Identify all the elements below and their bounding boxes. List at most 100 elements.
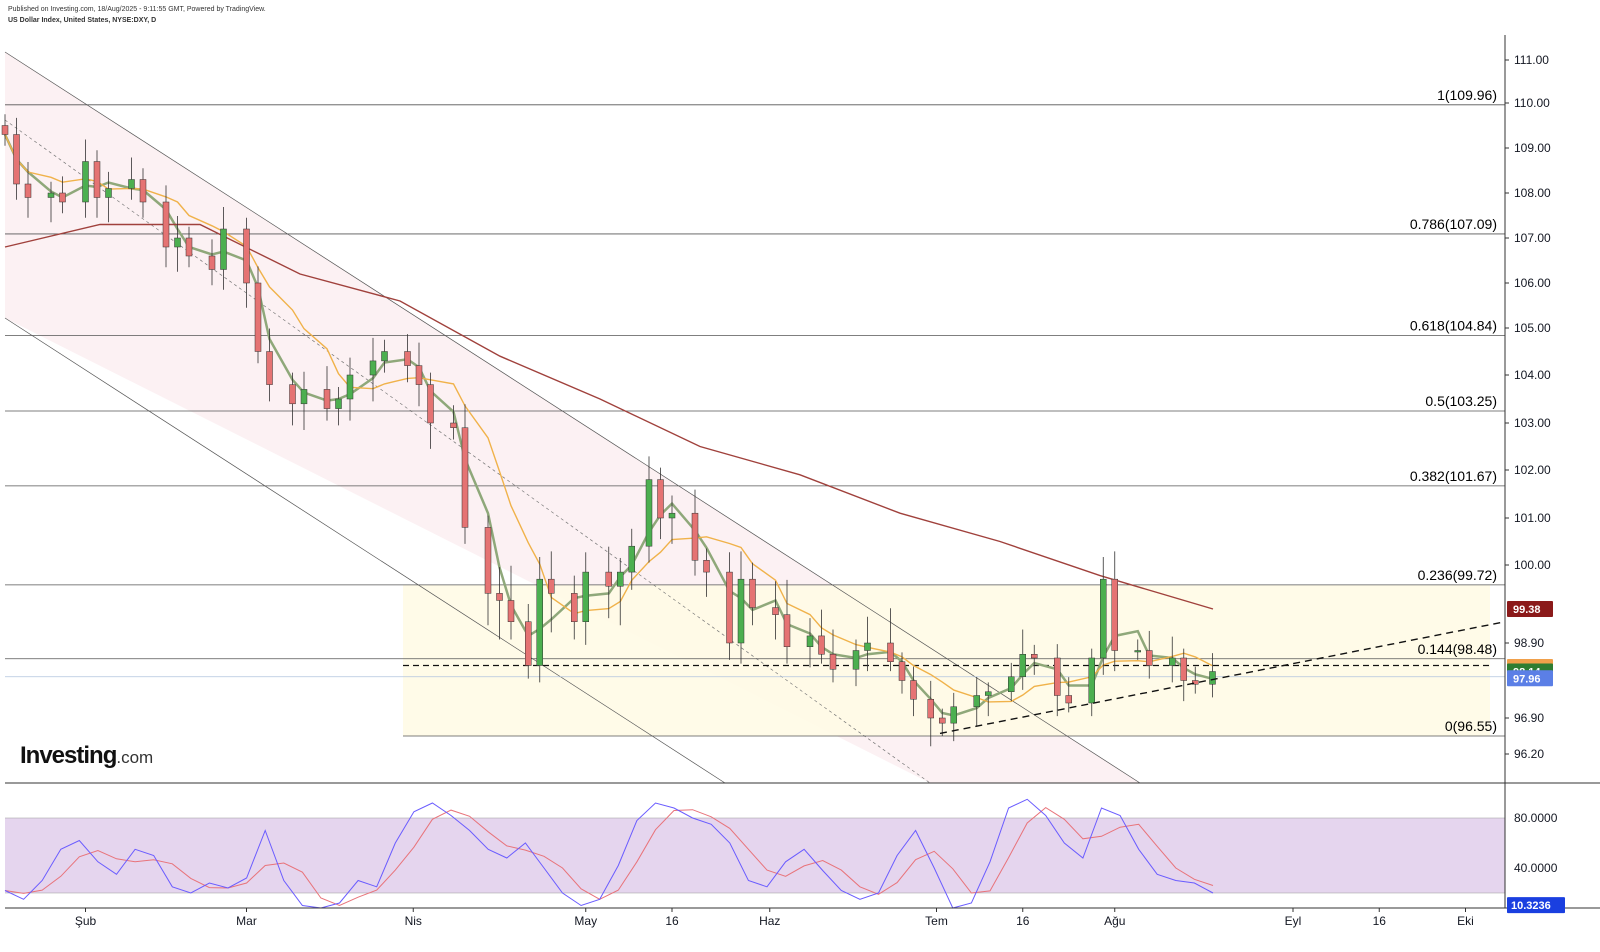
price-tick-label: 110.00 [1514, 96, 1550, 110]
price-tick-label: 103.00 [1514, 416, 1551, 430]
candle [496, 593, 503, 601]
channel-lower-line [4, 317, 726, 784]
channel-mid-line [4, 119, 931, 784]
time-tick-label: 16 [1373, 914, 1387, 928]
price-tick-label: 96.90 [1514, 711, 1544, 725]
candle [985, 691, 992, 696]
candle [450, 422, 457, 428]
candle [335, 398, 342, 409]
candle [806, 635, 814, 648]
candle [1111, 578, 1118, 651]
candle [174, 237, 181, 248]
price-tick-label: 98.90 [1514, 636, 1544, 650]
price-axis: 111.00 110.00 109.00 108.00 107.00 106.00 105.… [5, 35, 1600, 908]
candle [82, 161, 89, 203]
candle [1008, 676, 1015, 692]
candle [605, 571, 612, 587]
stochastic-panel: 80.0000 40.0000 [4, 798, 1600, 909]
candle [1192, 680, 1199, 685]
candle [266, 351, 273, 385]
candle [243, 228, 250, 284]
candle [484, 527, 492, 594]
candle [128, 179, 135, 189]
candle [852, 650, 860, 670]
candle [59, 192, 66, 203]
time-axis: Şub Mar Nis May 16 Haz Tem 16 Ağu Eyl 16 Eki [75, 908, 1474, 928]
candle [887, 642, 894, 662]
fib-label: 1(109.96) [1437, 87, 1497, 103]
candle [461, 427, 469, 528]
candle [139, 179, 147, 203]
candle [1088, 657, 1095, 704]
logo-brand: Investing [20, 742, 117, 769]
candle [1065, 695, 1072, 704]
price-panel-background [4, 51, 1490, 784]
candle [427, 384, 434, 424]
candles [1, 114, 1216, 747]
fib-label: 0.618(104.84) [1410, 318, 1497, 334]
candle [404, 351, 411, 366]
candle [1019, 654, 1026, 677]
candle [289, 384, 296, 405]
candle [415, 365, 423, 385]
candle [507, 600, 515, 622]
price-tag-label: 97.96 [1513, 673, 1541, 685]
price-tick-label: 101.00 [1514, 511, 1551, 525]
candle [254, 282, 262, 352]
ma-slow-line [4, 223, 1214, 610]
candle [13, 134, 20, 185]
candle [628, 545, 635, 573]
fib-label: 0.786(107.09) [1410, 216, 1497, 232]
candle [939, 717, 946, 724]
price-tick-label: 109.00 [1514, 141, 1551, 155]
time-tick-label: Şub [75, 914, 97, 928]
price-tag-label: 99.38 [1513, 604, 1541, 616]
candle [582, 571, 589, 622]
fib-label: 0.144(98.48) [1418, 641, 1497, 657]
candle [1180, 657, 1187, 681]
candle [1209, 671, 1216, 685]
stoch-band [5, 818, 1505, 893]
time-tick-label: May [574, 914, 597, 928]
candle [645, 479, 653, 547]
candle [93, 161, 101, 198]
candle [47, 192, 55, 198]
price-tick-label: 107.00 [1514, 231, 1551, 245]
published-note: Published on Investing.com, 18/Aug/2025 … [8, 6, 266, 13]
candle [657, 479, 664, 519]
candle [208, 255, 216, 270]
time-tick-label: Nis [405, 914, 422, 928]
candle [737, 578, 745, 644]
candle [369, 360, 377, 376]
candle [323, 389, 331, 409]
price-tick-label: 100.00 [1514, 558, 1551, 572]
channel-upper-line [4, 51, 1141, 784]
candle [864, 642, 871, 651]
candle [703, 560, 710, 573]
candle [548, 578, 555, 594]
fib-label: 0(96.55) [1445, 718, 1497, 734]
candle [772, 607, 779, 615]
price-tick-label: 108.00 [1514, 186, 1551, 200]
candle [829, 654, 837, 670]
investing-logo: Investing.com [20, 742, 153, 770]
candle [1054, 657, 1061, 696]
time-tick-label: Ağu [1104, 914, 1125, 928]
time-tick-label: 16 [1016, 914, 1030, 928]
candle [162, 201, 170, 248]
price-tick-label: 105.00 [1514, 321, 1551, 335]
fib-label: 0.236(99.72) [1418, 567, 1497, 583]
candle [1, 125, 9, 135]
candle [381, 351, 388, 362]
stoch-d-line [4, 806, 1214, 907]
stoch-tick-label: 40.0000 [1514, 861, 1558, 875]
ma-mid-line [4, 134, 1213, 703]
stoch-k-line [4, 798, 1214, 909]
candle [105, 188, 112, 198]
chart-header: Published on Investing.com, 18/Aug/2025 … [8, 4, 266, 26]
stoch-value-label: 10.3236 [1511, 900, 1551, 912]
time-tick-label: Haz [759, 914, 780, 928]
price-tick-label: 104.00 [1514, 368, 1551, 382]
candle [185, 237, 193, 257]
